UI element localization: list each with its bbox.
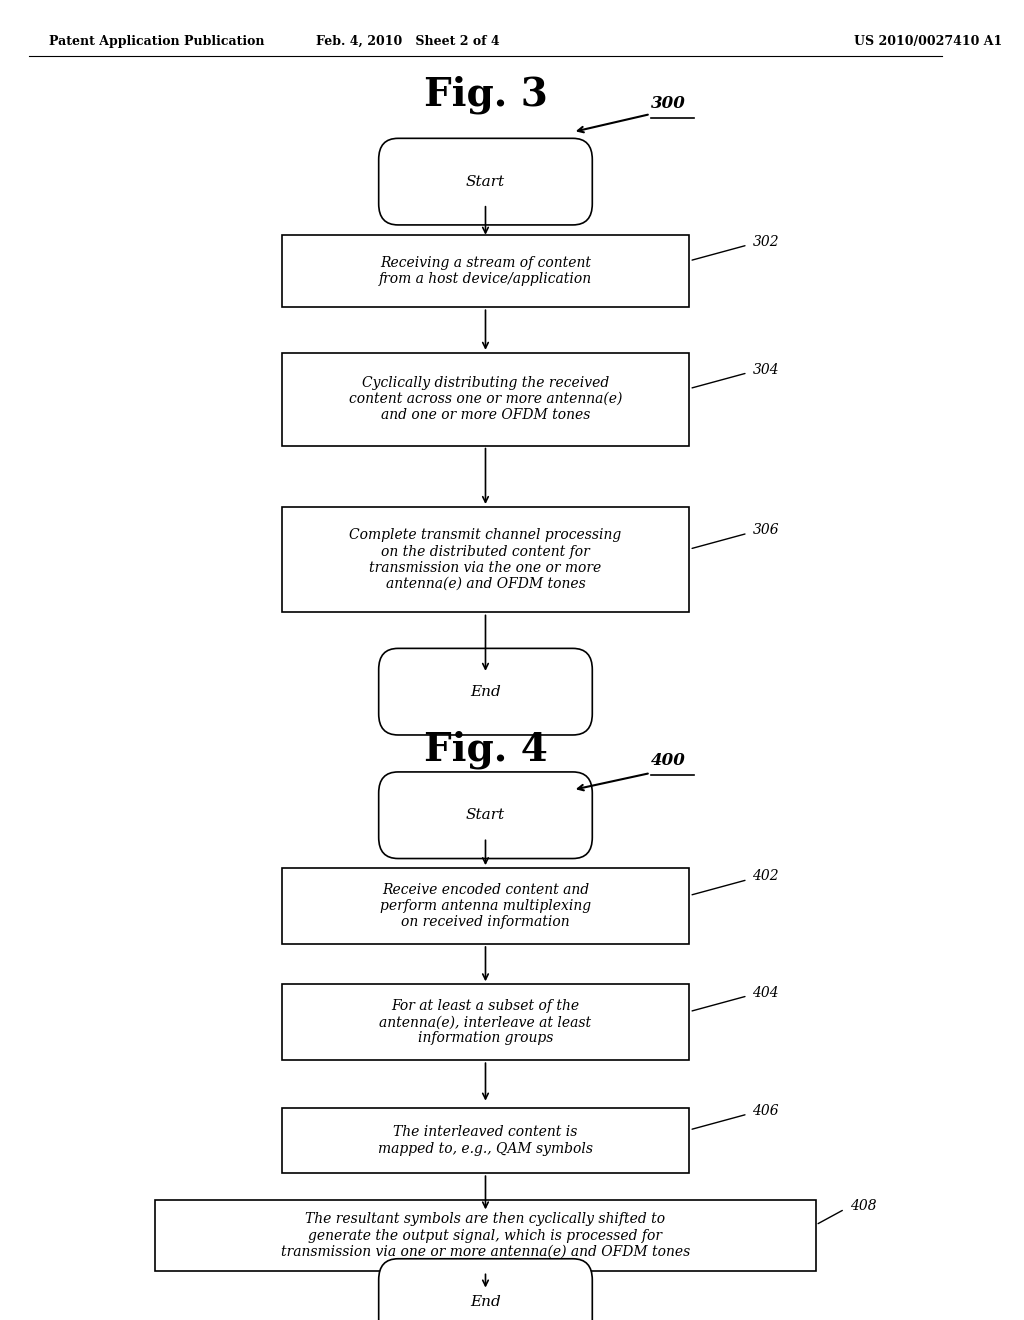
FancyBboxPatch shape xyxy=(379,1259,592,1320)
Text: Start: Start xyxy=(466,174,505,189)
Text: Complete transmit channel processing
on the distributed content for
transmission: Complete transmit channel processing on … xyxy=(349,528,622,591)
FancyBboxPatch shape xyxy=(379,648,592,735)
Text: End: End xyxy=(470,1295,501,1309)
Text: The interleaved content is
mapped to, e.g., QAM symbols: The interleaved content is mapped to, e.… xyxy=(378,1126,593,1155)
FancyBboxPatch shape xyxy=(282,1107,689,1173)
Text: 304: 304 xyxy=(753,363,779,376)
FancyBboxPatch shape xyxy=(282,985,689,1060)
Text: 408: 408 xyxy=(850,1199,877,1213)
Text: 404: 404 xyxy=(753,986,779,999)
Text: Receive encoded content and
perform antenna multiplexing
on received information: Receive encoded content and perform ante… xyxy=(380,883,591,929)
Text: Fig. 3: Fig. 3 xyxy=(424,75,548,115)
Text: 406: 406 xyxy=(753,1104,779,1118)
Text: Patent Application Publication: Patent Application Publication xyxy=(48,34,264,48)
FancyBboxPatch shape xyxy=(282,235,689,308)
Text: 400: 400 xyxy=(650,752,685,768)
Text: The resultant symbols are then cyclically shifted to
generate the output signal,: The resultant symbols are then cyclicall… xyxy=(281,1212,690,1259)
FancyBboxPatch shape xyxy=(282,352,689,446)
FancyBboxPatch shape xyxy=(379,772,592,858)
Text: Start: Start xyxy=(466,808,505,822)
Text: Feb. 4, 2010   Sheet 2 of 4: Feb. 4, 2010 Sheet 2 of 4 xyxy=(316,34,500,48)
Text: 302: 302 xyxy=(753,235,779,249)
Text: 402: 402 xyxy=(753,870,779,883)
Text: Fig. 4: Fig. 4 xyxy=(424,730,548,770)
Text: US 2010/0027410 A1: US 2010/0027410 A1 xyxy=(854,34,1002,48)
FancyBboxPatch shape xyxy=(282,507,689,612)
Text: Cyclically distributing the received
content across one or more antenna(e)
and o: Cyclically distributing the received con… xyxy=(349,376,623,422)
Text: Receiving a stream of content
from a host device/application: Receiving a stream of content from a hos… xyxy=(379,256,592,286)
Text: End: End xyxy=(470,685,501,698)
Text: For at least a subset of the
antenna(e), interleave at least
information groups: For at least a subset of the antenna(e),… xyxy=(380,999,592,1045)
Text: 300: 300 xyxy=(650,95,685,112)
FancyBboxPatch shape xyxy=(282,869,689,944)
Text: 306: 306 xyxy=(753,523,779,537)
FancyBboxPatch shape xyxy=(379,139,592,224)
FancyBboxPatch shape xyxy=(156,1200,816,1271)
